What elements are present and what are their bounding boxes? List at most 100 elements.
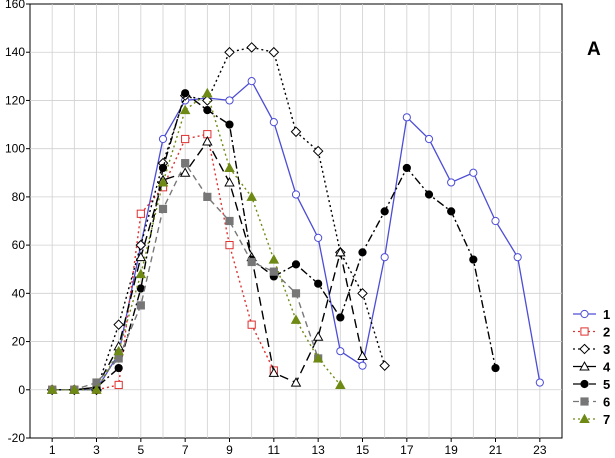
data-point-3 (113, 319, 124, 330)
data-point-4 (268, 367, 280, 377)
data-point-6 (247, 257, 256, 267)
y-tick-label: 0 (18, 383, 25, 397)
data-point-3 (224, 46, 235, 58)
data-point-7 (91, 384, 102, 394)
panel-label: A (587, 39, 601, 60)
data-point-5 (447, 207, 456, 216)
data-point-6 (136, 301, 145, 310)
legend: 1 2 3 4 5 6 7 (573, 307, 611, 427)
data-point-6 (114, 354, 123, 363)
y-tick-label: 100 (5, 142, 25, 156)
data-point-6 (225, 216, 234, 226)
y-tick-label: 20 (12, 335, 26, 349)
data-point-7 (335, 379, 346, 389)
data-point-3 (379, 360, 390, 371)
y-tick-label: 80 (12, 190, 26, 204)
data-point-1 (247, 77, 256, 86)
legend-label-1: 1 (603, 307, 610, 322)
legend-label-5: 5 (603, 377, 610, 392)
data-point-1 (491, 216, 500, 226)
legend-marker-6 (580, 397, 589, 406)
x-tick-label: 7 (182, 443, 189, 457)
data-point-1 (535, 378, 544, 387)
x-tick-label: 23 (533, 443, 547, 457)
data-point-5 (291, 260, 301, 269)
data-point-1 (424, 134, 434, 144)
data-point-1 (291, 190, 301, 199)
data-point-5 (136, 284, 145, 293)
data-point-6 (269, 267, 278, 276)
data-point-7 (113, 345, 124, 356)
data-point-5 (491, 363, 500, 373)
gridlines (30, 4, 562, 438)
data-point-5 (158, 163, 168, 173)
legend-label-4: 4 (603, 360, 611, 375)
data-point-3 (202, 95, 213, 106)
data-point-6 (203, 192, 212, 201)
series-line-3 (52, 46, 386, 391)
data-point-2 (225, 241, 234, 250)
x-tick-label: 21 (489, 443, 503, 457)
data-point-6 (181, 159, 190, 168)
x-tick-label: 3 (93, 443, 100, 457)
data-point-1 (447, 178, 456, 187)
data-point-7 (312, 353, 324, 363)
y-tick-label: 120 (5, 93, 25, 107)
y-tick-label: 40 (12, 286, 26, 300)
legend-marker-4 (579, 361, 590, 371)
data-point-1 (469, 168, 478, 177)
data-point-7 (246, 191, 257, 201)
x-tick-label: 1 (49, 443, 56, 457)
data-point-1 (158, 134, 168, 144)
data-point-5 (203, 105, 212, 115)
x-tick-label: 17 (400, 443, 414, 457)
data-point-3 (357, 288, 368, 299)
data-point-4 (335, 246, 346, 257)
data-point-4 (312, 331, 324, 341)
data-point-4 (202, 136, 213, 146)
data-point-4 (357, 350, 368, 361)
data-point-5 (336, 313, 345, 322)
x-tick-label: 11 (268, 443, 281, 457)
data-point-1 (314, 233, 323, 242)
data-point-7 (268, 254, 280, 264)
series-line-7 (52, 92, 341, 391)
data-point-2 (247, 320, 256, 329)
x-tick-label: 13 (311, 443, 325, 457)
legend-label-7: 7 (603, 412, 610, 427)
data-point-1 (402, 113, 411, 122)
data-point-5 (469, 255, 478, 264)
data-point-3 (312, 145, 324, 157)
y-tick-label: 160 (5, 0, 25, 11)
series-7 (46, 87, 346, 394)
data-point-1 (358, 361, 367, 370)
data-point-1 (513, 253, 522, 262)
data-point-5 (181, 89, 190, 98)
data-point-7 (290, 314, 302, 324)
data-point-5 (225, 120, 234, 129)
legend-label-6: 6 (603, 395, 610, 410)
data-point-5 (114, 363, 123, 373)
y-tick-label: 60 (12, 238, 26, 252)
data-point-3 (290, 126, 302, 138)
legend-label-3: 3 (603, 342, 610, 357)
data-point-5 (358, 248, 367, 257)
data-point-6 (291, 289, 301, 298)
data-point-3 (135, 239, 147, 251)
data-point-7 (46, 384, 58, 394)
legend-label-2: 2 (603, 325, 610, 340)
data-point-5 (402, 163, 411, 173)
data-point-5 (314, 279, 323, 288)
legend-marker-5 (580, 379, 589, 389)
data-point-4 (290, 377, 302, 387)
x-tick-label: 9 (226, 443, 233, 457)
data-point-4 (224, 176, 235, 187)
data-point-6 (158, 204, 168, 214)
y-tick-label: 140 (5, 45, 25, 59)
legend-marker-2 (580, 327, 589, 336)
x-tick-label: 5 (137, 443, 144, 457)
data-point-7 (202, 87, 213, 98)
data-point-2 (181, 134, 190, 144)
data-point-2 (136, 209, 145, 218)
